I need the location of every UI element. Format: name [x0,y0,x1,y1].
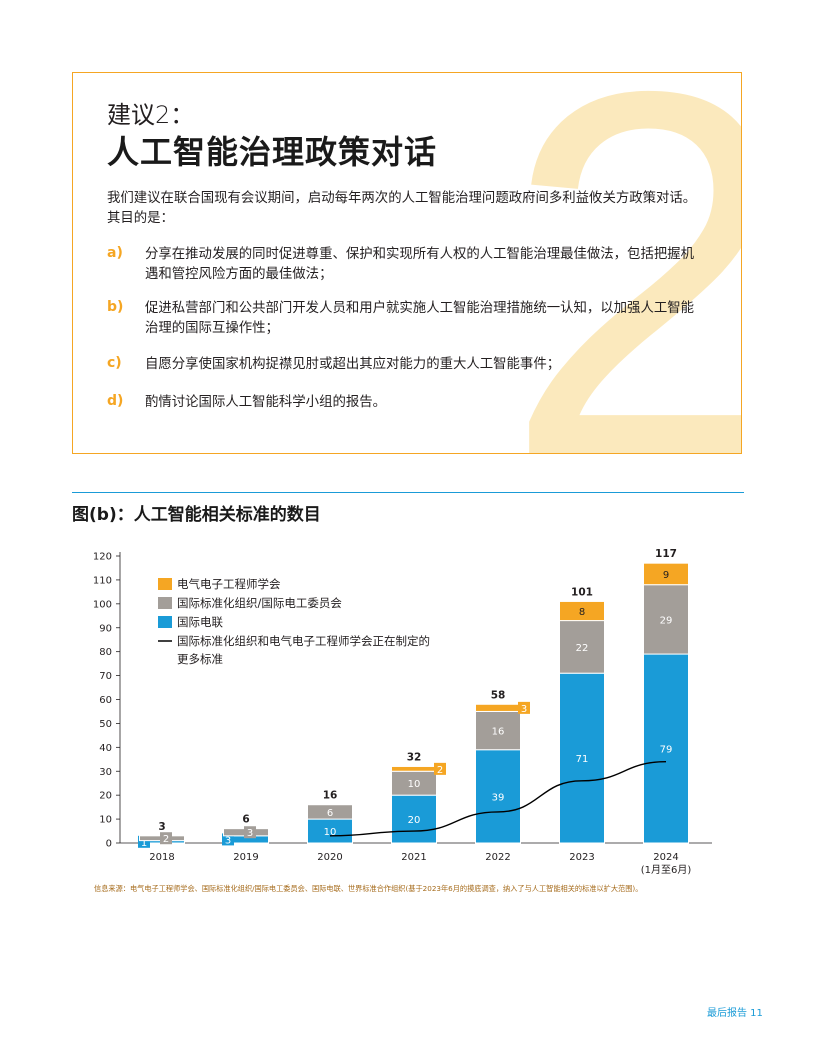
bar-segment [475,749,521,844]
bar-segment [475,703,521,712]
list-item-text: 促进私营部门和公共部门开发人员和用户就实施人工智能治理措施统一认知，以加强人工智… [145,301,695,336]
y-tick-label: 0 [106,839,112,850]
list-item-text: 自愿分享使国家机构捉襟见肘或超出其应对能力的重大人工智能事件； [145,357,561,372]
bar-total-label: 32 [407,751,422,763]
bar-value-label: 16 [492,727,505,738]
bar-segment [643,562,689,586]
page-footer: 最后报告 11 [707,1008,763,1019]
y-tick-label: 90 [99,623,112,634]
bar-segment [391,765,437,772]
y-tick-label: 30 [99,767,112,778]
list-item-text: 分享在推动发展的同时促进尊重、保护和实现所有人权的人工智能治理最佳做法，包括把握… [145,247,695,282]
y-tick-label: 110 [93,575,112,586]
list-marker: c) [107,355,122,371]
bar-segment [391,794,437,844]
bar-value-label: 3 [521,704,527,715]
bar-value-label: 1 [141,838,147,849]
bar-segment [643,653,689,844]
bar-segment [643,584,689,655]
legend-swatch [158,597,172,609]
bar-total-label: 117 [655,548,677,560]
bar-value-box [160,832,172,845]
list-marker: b) [107,299,124,315]
y-tick-label: 60 [99,695,112,706]
x-tick-label: 2024 [653,852,678,863]
legend-swatch [158,616,172,628]
bar-value-box [244,826,256,839]
recommendation-label: 建议2： [107,101,195,129]
list-marker: d) [107,393,124,409]
bar-value-label: 2 [163,834,169,845]
bar-segment [307,804,353,820]
recommendation-box: 2 建议2： 人工智能治理政策对话 我们建议在联合国现有会议期间，启动每年两次的… [72,72,742,454]
decorative-numeral: 2 [503,73,741,453]
bar-value-label: 10 [408,779,421,790]
x-tick-label: 2018 [149,852,174,863]
bar-segment [475,710,521,751]
list-marker: a) [107,245,123,261]
bar-segment [559,620,605,674]
bar-value-label: 8 [579,607,585,618]
bar-value-label: 29 [660,615,673,626]
y-tick-label: 120 [93,552,112,563]
bar-segment [559,600,605,622]
legend-swatch [158,578,172,590]
bar-value-label: 9 [663,570,669,581]
bar-value-label: 79 [660,745,673,756]
x-tick-sublabel: (1月至6月) [641,864,692,876]
x-tick-label: 2019 [233,852,258,863]
bar-total-label: 16 [323,790,338,802]
bar-value-label: 6 [327,808,333,819]
bar-value-label: 3 [225,835,231,846]
bar-total-label: 101 [571,586,593,598]
y-tick-label: 100 [93,599,112,610]
y-tick-label: 50 [99,719,112,730]
list-item-text: 酌情讨论国际人工智能科学小组的报告。 [145,395,387,410]
bar-value-label: 3 [247,828,253,839]
bar-segment [559,672,605,844]
bar-value-label: 10 [324,827,337,838]
x-tick-label: 2023 [569,852,594,863]
legend-label: 国际标准化组织/国际电工委员会 [177,596,342,610]
figure-divider [72,492,744,493]
bar-value-box [222,833,234,846]
bar-total-label: 58 [491,689,506,701]
recommendation-title: 人工智能治理政策对话 [107,133,438,171]
y-tick-label: 70 [99,671,112,682]
y-tick-label: 40 [99,743,112,754]
source-note: 信息来源：电气电子工程师学会、国际标准化组织/国际电工委员会、国际电联、世界标准… [94,884,643,893]
y-tick-label: 10 [99,815,112,826]
bar-value-label: 22 [576,643,589,654]
bar-value-label: 2 [437,765,443,776]
line-series-path [329,760,667,837]
bar-value-box [434,762,446,775]
bar-total-label: 6 [242,814,249,826]
bar-value-label: 20 [408,815,421,826]
y-tick-label: 20 [99,791,112,802]
x-tick-label: 2020 [317,852,342,863]
bar-value-box [518,701,530,714]
recommendation-intro: 我们建议在联合国现有会议期间，启动每年两次的人工智能治理问题政府间多利益攸关方政… [107,191,697,226]
legend-label: 国际标准化组织和电气电子工程师学会正在制定的 [177,634,430,648]
y-tick-label: 80 [99,647,112,658]
x-tick-label: 2021 [401,852,426,863]
bar-value-label: 39 [492,792,505,803]
x-tick-label: 2022 [485,852,510,863]
bar-value-label: 71 [576,754,589,765]
figure-title: 图(b)：人工智能相关标准的数目 [72,505,321,525]
bar-total-label: 3 [158,821,165,833]
legend-label: 国际电联 [177,615,223,629]
legend-label: 更多标准 [177,652,223,666]
legend-label: 电气电子工程师学会 [177,577,281,591]
